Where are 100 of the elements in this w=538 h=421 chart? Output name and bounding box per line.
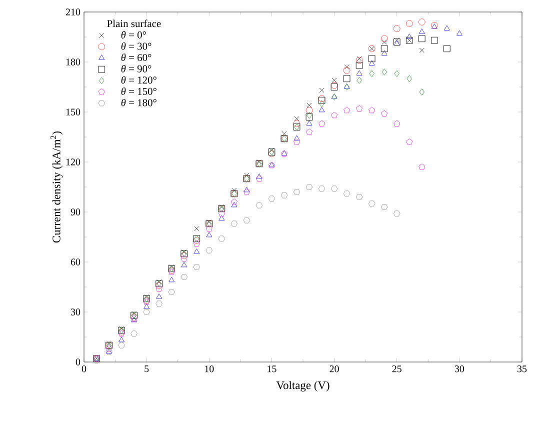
point xyxy=(106,341,112,346)
point xyxy=(206,225,212,232)
point xyxy=(193,264,200,270)
point xyxy=(118,342,125,348)
point xyxy=(206,219,212,225)
point xyxy=(231,202,238,208)
y-tick-label: 60 xyxy=(70,258,80,266)
point xyxy=(443,45,450,52)
point xyxy=(318,106,325,112)
point xyxy=(419,88,425,96)
point xyxy=(356,62,363,69)
point xyxy=(344,64,350,70)
point xyxy=(156,279,162,285)
point xyxy=(168,288,176,296)
point xyxy=(319,100,324,108)
point xyxy=(256,202,263,208)
point xyxy=(406,20,413,28)
point xyxy=(394,38,400,43)
point xyxy=(356,70,362,76)
point xyxy=(406,34,412,39)
point xyxy=(168,276,175,282)
point xyxy=(381,50,388,56)
legend-title: Plain surface xyxy=(107,20,161,28)
point xyxy=(318,186,326,192)
legend-label: θ = 30° xyxy=(121,42,152,50)
point xyxy=(368,60,375,66)
legend-label: θ = 0° xyxy=(121,31,146,38)
y-tick-label: 120 xyxy=(66,158,80,166)
point xyxy=(306,184,313,190)
legend-label: θ = 90° xyxy=(121,64,152,72)
point xyxy=(244,172,250,178)
point xyxy=(256,159,262,165)
point xyxy=(306,128,313,135)
point xyxy=(180,274,188,280)
point xyxy=(206,247,213,254)
point xyxy=(143,308,150,316)
point xyxy=(393,25,400,32)
y-tick-label: 90 xyxy=(70,208,80,216)
point xyxy=(343,190,350,197)
x-tick-label: 25 xyxy=(392,366,402,372)
point xyxy=(306,106,313,114)
legend-label: θ = 150° xyxy=(121,88,156,95)
point xyxy=(144,294,150,300)
point xyxy=(406,138,413,145)
point xyxy=(118,336,125,342)
point xyxy=(380,35,388,42)
point xyxy=(156,285,162,292)
x-tick-label: 30 xyxy=(454,366,464,372)
point xyxy=(243,188,250,195)
point xyxy=(306,120,312,126)
point xyxy=(382,39,387,45)
x-tick-label: 20 xyxy=(330,366,339,372)
point xyxy=(293,188,300,196)
x-tick-label: 0 xyxy=(82,366,86,372)
point xyxy=(319,88,324,93)
point xyxy=(144,304,150,309)
point xyxy=(368,106,376,114)
point xyxy=(218,236,226,242)
point xyxy=(306,102,312,108)
point xyxy=(156,294,162,299)
point xyxy=(393,210,400,217)
point xyxy=(230,220,238,227)
point xyxy=(368,55,376,62)
point xyxy=(394,120,400,127)
point xyxy=(456,30,462,36)
point xyxy=(343,75,350,82)
point xyxy=(256,174,262,179)
x-axis-title: Voltage (V) xyxy=(276,381,330,392)
y-tick-label: 150 xyxy=(66,108,80,116)
point xyxy=(268,196,276,202)
point xyxy=(382,68,387,76)
point xyxy=(206,232,212,238)
point xyxy=(444,25,450,31)
point xyxy=(356,76,362,84)
legend-label: θ = 60° xyxy=(121,54,152,62)
x-tick-label: 10 xyxy=(205,366,214,372)
point xyxy=(418,35,426,42)
point xyxy=(244,186,250,192)
point xyxy=(344,106,350,114)
point xyxy=(194,248,200,254)
point xyxy=(282,131,287,136)
point xyxy=(169,264,174,270)
point xyxy=(419,48,424,53)
point xyxy=(119,326,124,332)
point xyxy=(343,66,350,74)
point xyxy=(256,175,262,182)
point xyxy=(430,36,438,44)
point xyxy=(180,255,188,262)
point xyxy=(380,45,388,52)
point xyxy=(394,70,400,78)
point xyxy=(330,112,338,118)
point xyxy=(294,135,300,141)
y-tick-label: 180 xyxy=(66,58,80,66)
point xyxy=(356,105,363,112)
point xyxy=(293,138,300,145)
point xyxy=(356,56,362,62)
point xyxy=(294,116,300,122)
point xyxy=(130,330,138,337)
point xyxy=(156,300,163,307)
point xyxy=(182,249,187,255)
